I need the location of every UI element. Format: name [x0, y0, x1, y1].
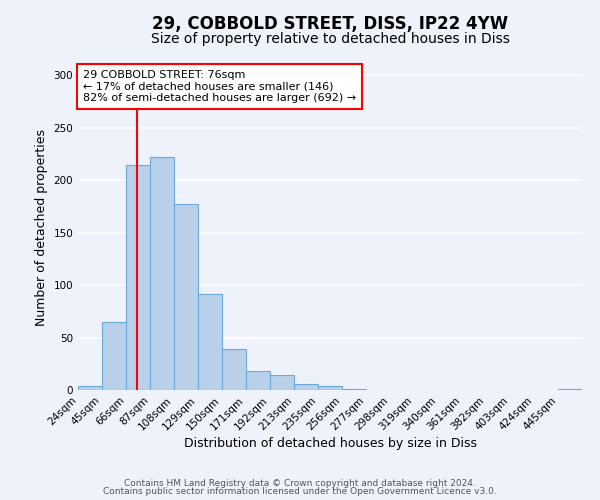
Bar — [558, 389, 582, 390]
Bar — [78, 386, 102, 390]
Text: Contains HM Land Registry data © Crown copyright and database right 2024.: Contains HM Land Registry data © Crown c… — [124, 478, 476, 488]
X-axis label: Distribution of detached houses by size in Diss: Distribution of detached houses by size … — [184, 438, 476, 450]
Bar — [198, 294, 222, 390]
Y-axis label: Number of detached properties: Number of detached properties — [35, 129, 48, 326]
Bar — [102, 322, 126, 390]
Bar — [222, 349, 246, 390]
Text: Contains public sector information licensed under the Open Government Licence v3: Contains public sector information licen… — [103, 487, 497, 496]
Bar — [294, 384, 318, 390]
Bar — [270, 376, 294, 390]
Text: 29 COBBOLD STREET: 76sqm
← 17% of detached houses are smaller (146)
82% of semi-: 29 COBBOLD STREET: 76sqm ← 17% of detach… — [83, 70, 356, 103]
Bar — [246, 371, 270, 390]
Bar — [342, 389, 366, 390]
Text: 29, COBBOLD STREET, DISS, IP22 4YW: 29, COBBOLD STREET, DISS, IP22 4YW — [152, 15, 508, 33]
Text: Size of property relative to detached houses in Diss: Size of property relative to detached ho… — [151, 32, 509, 46]
Bar — [318, 386, 342, 390]
Bar — [126, 164, 150, 390]
Bar — [150, 158, 174, 390]
Bar — [174, 204, 198, 390]
